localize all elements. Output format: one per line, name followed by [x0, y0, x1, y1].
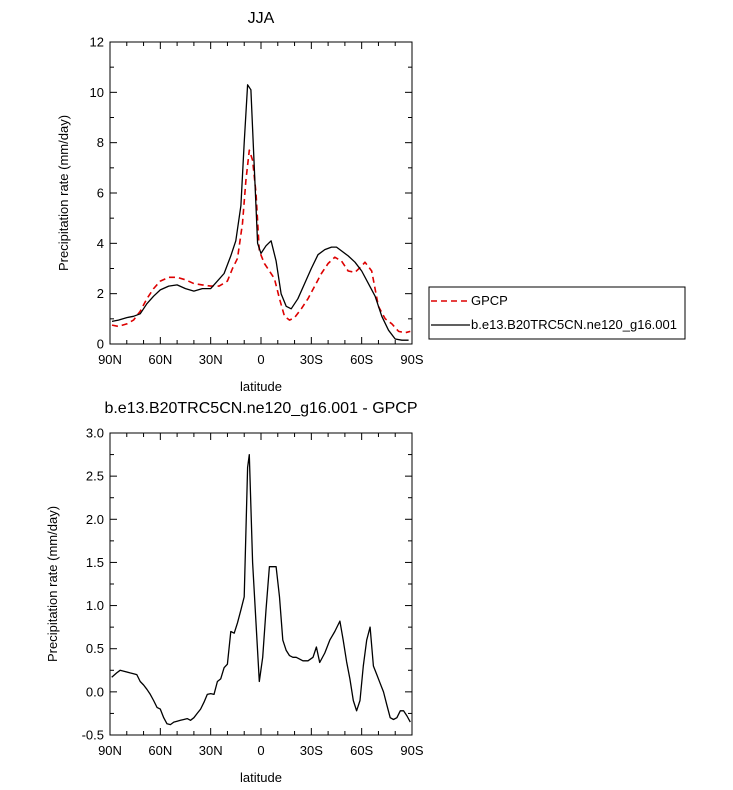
bottom-x-tick-label: 90N: [98, 743, 122, 758]
bottom-y-tick-label: 2.5: [86, 469, 104, 484]
bottom-x-tick-label: 30S: [300, 743, 323, 758]
bottom-x-tick-label: 60S: [350, 743, 373, 758]
panel-bottom-xlabel: latitude: [240, 770, 282, 785]
panel-top: JJA 90N 60N 30N 0 30S 60S 90S 0 2 4 6 8 10 12 latitud…: [56, 10, 424, 394]
bottom-x-tick-label: 0: [257, 743, 264, 758]
bottom-x-tick-label: 30N: [199, 743, 223, 758]
top-x-tick-label: 30N: [199, 352, 223, 367]
panel-top-xlabel: latitude: [240, 379, 282, 394]
panel-bottom-title: b.e13.B20TRC5CN.ne120_g16.001 - GPCP: [104, 400, 417, 417]
top-y-tick-label: 10: [90, 85, 104, 100]
panel-bottom: b.e13.B20TRC5CN.ne120_g16.001 - GPCP 90N…: [45, 400, 424, 785]
panel-top-title: JJA: [248, 10, 275, 27]
top-series-line-0: [111, 149, 411, 334]
top-x-tick-label: 60S: [350, 352, 373, 367]
legend: GPCP b.e13.B20TRC5CN.ne120_g16.001: [428, 286, 686, 340]
plot-top-ticks: 90N 60N 30N 0 30S 60S 90S 0 2 4 6 8 10 12: [90, 35, 424, 368]
bottom-x-tick-label: 90S: [400, 743, 423, 758]
plot-bottom-lines: [111, 453, 411, 726]
top-y-tick-label: 2: [97, 286, 104, 301]
bottom-y-tick-label: 3.0: [86, 426, 104, 441]
top-series-line-1: [111, 84, 409, 341]
bottom-y-tick-label: 0.0: [86, 684, 104, 699]
plot-bottom-ticks: 90N 60N 30N 0 30S 60S 90S -0.5 0.0 0.5 1.0 1.5 2.0 2.…: [82, 426, 424, 759]
bottom-y-tick-label: 0.5: [86, 641, 104, 656]
legend-label-model: b.e13.B20TRC5CN.ne120_g16.001: [471, 317, 677, 332]
top-y-tick-label: 0: [97, 337, 104, 352]
panel-top-ylabel: Precipitation rate (mm/day): [56, 115, 71, 271]
bottom-y-tick-label: 1.5: [86, 555, 104, 570]
top-y-tick-label: 4: [97, 236, 104, 251]
top-y-tick-label: 8: [97, 135, 104, 150]
legend-label-gpcp: GPCP: [471, 293, 508, 308]
plot-bottom-frame: [109, 432, 413, 736]
top-y-tick-label: 12: [90, 35, 104, 50]
top-x-tick-label: 0: [257, 352, 264, 367]
bottom-x-tick-label: 60N: [148, 743, 172, 758]
top-x-tick-label: 90N: [98, 352, 122, 367]
bottom-y-tick-label: 1.0: [86, 598, 104, 613]
bottom-series-line-0: [111, 453, 411, 726]
legend-box: [428, 286, 686, 340]
top-x-tick-label: 90S: [400, 352, 423, 367]
panel-bottom-ylabel: Precipitation rate (mm/day): [45, 506, 60, 662]
plot-top-frame: [109, 41, 413, 345]
top-y-tick-label: 6: [97, 186, 104, 201]
top-x-tick-label: 60N: [148, 352, 172, 367]
bottom-y-tick-label: -0.5: [82, 728, 104, 743]
top-x-tick-label: 30S: [300, 352, 323, 367]
bottom-y-tick-label: 2.0: [86, 512, 104, 527]
plot-top-lines: [111, 84, 411, 341]
